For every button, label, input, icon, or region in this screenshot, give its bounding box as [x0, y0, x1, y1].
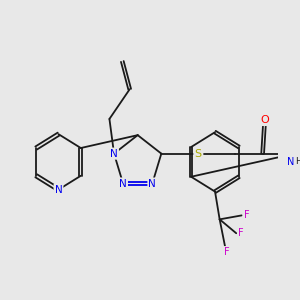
- Text: H: H: [295, 157, 300, 166]
- Text: F: F: [238, 228, 244, 238]
- Text: N: N: [110, 148, 118, 159]
- Text: N: N: [119, 178, 127, 188]
- Text: F: F: [224, 247, 230, 257]
- Text: O: O: [260, 115, 269, 125]
- Text: F: F: [244, 210, 249, 220]
- Text: S: S: [195, 148, 202, 159]
- Text: N: N: [148, 178, 156, 188]
- Text: N: N: [55, 184, 62, 195]
- Text: N: N: [287, 157, 295, 166]
